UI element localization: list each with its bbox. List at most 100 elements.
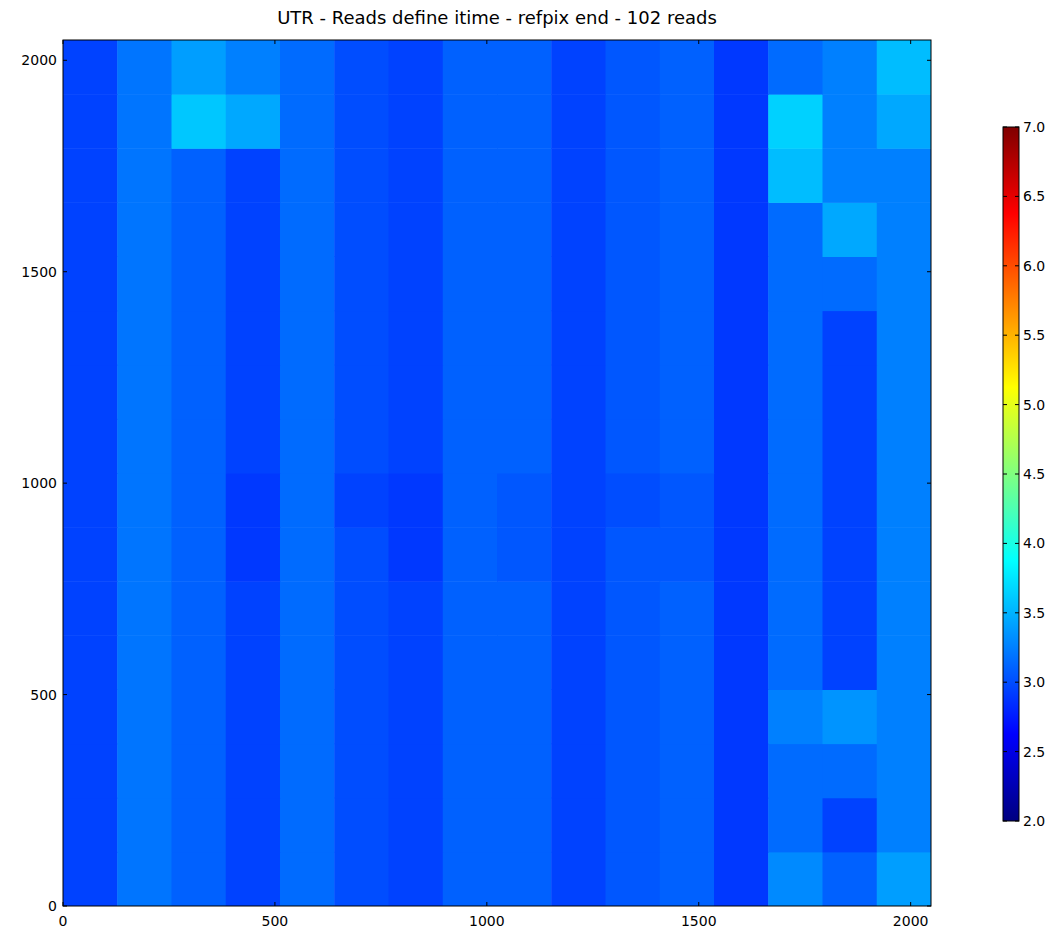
cell — [551, 690, 606, 745]
cell — [334, 527, 389, 582]
cell — [823, 635, 878, 690]
cell — [117, 527, 172, 582]
cell — [117, 744, 172, 799]
cell — [660, 311, 715, 366]
cell — [877, 257, 931, 312]
cell — [714, 527, 769, 582]
colorbar-tick-label: 5.5 — [1023, 327, 1045, 343]
cell — [768, 365, 823, 420]
cell — [443, 311, 498, 366]
cell — [714, 94, 769, 149]
colorbar-tick-label: 7.0 — [1023, 119, 1045, 135]
cell — [443, 365, 498, 420]
cell — [389, 635, 444, 690]
cell — [389, 365, 444, 420]
colorbar-tick — [1015, 474, 1019, 475]
cell — [877, 527, 931, 582]
cell — [768, 744, 823, 799]
y-tick — [927, 483, 931, 484]
cell — [389, 202, 444, 257]
cell — [443, 40, 498, 95]
cell — [63, 94, 118, 149]
cell — [172, 690, 227, 745]
cell — [768, 94, 823, 149]
cell — [389, 744, 444, 799]
cell — [497, 94, 552, 149]
x-tick — [486, 902, 487, 906]
y-tick — [927, 694, 931, 695]
cell — [334, 148, 389, 203]
cell — [172, 311, 227, 366]
cell — [768, 148, 823, 203]
cell — [443, 473, 498, 528]
cell — [280, 798, 335, 853]
cell — [443, 798, 498, 853]
cell — [226, 202, 281, 257]
colorbar-tick-label: 3.0 — [1023, 674, 1045, 690]
colorbar-tick — [1003, 543, 1007, 544]
y-tick — [63, 906, 67, 907]
cell — [226, 581, 281, 636]
cell — [823, 257, 878, 312]
cell — [280, 852, 335, 906]
chart: UTR - Reads define itime - refpix end - … — [0, 0, 1063, 935]
cell — [226, 311, 281, 366]
cell — [768, 311, 823, 366]
y-tick — [927, 271, 931, 272]
cell — [280, 635, 335, 690]
cell — [172, 852, 227, 906]
cell — [443, 527, 498, 582]
colorbar-tick — [1015, 821, 1019, 822]
x-tick — [910, 902, 911, 906]
colorbar-tick — [1015, 543, 1019, 544]
cell — [551, 798, 606, 853]
cell — [551, 419, 606, 474]
cell — [443, 257, 498, 312]
colorbar-tick — [1003, 682, 1007, 683]
cell — [606, 94, 661, 149]
cell — [606, 798, 661, 853]
cell — [606, 527, 661, 582]
colorbar-tick — [1003, 196, 1007, 197]
colorbar-tick-label: 6.5 — [1023, 188, 1045, 204]
cell — [63, 852, 118, 906]
cell — [443, 852, 498, 906]
cell — [497, 852, 552, 906]
cell — [823, 690, 878, 745]
cell — [714, 798, 769, 853]
cell — [63, 202, 118, 257]
cell — [63, 148, 118, 203]
cell — [823, 473, 878, 528]
cell — [497, 419, 552, 474]
y-tick-label: 500 — [30, 687, 57, 703]
cell — [226, 527, 281, 582]
cells — [63, 40, 931, 906]
cell — [714, 40, 769, 95]
colorbar-tick — [1003, 751, 1007, 752]
title: UTR - Reads define itime - refpix end - … — [277, 7, 717, 28]
cell — [172, 148, 227, 203]
cell — [823, 94, 878, 149]
cell — [714, 473, 769, 528]
cell — [334, 365, 389, 420]
cell — [551, 635, 606, 690]
colorbar-tick — [1003, 265, 1007, 266]
cell — [334, 690, 389, 745]
cell — [443, 581, 498, 636]
cell — [226, 148, 281, 203]
cell — [117, 365, 172, 420]
cell — [660, 473, 715, 528]
cell — [497, 473, 552, 528]
cell — [443, 94, 498, 149]
cell — [280, 40, 335, 95]
cell — [714, 690, 769, 745]
colorbar-tick — [1003, 404, 1007, 405]
cell — [606, 257, 661, 312]
cell — [117, 202, 172, 257]
cell — [497, 744, 552, 799]
y-tick-label: 0 — [48, 898, 57, 914]
colorbar-tick-label: 4.0 — [1023, 535, 1045, 551]
cell — [714, 311, 769, 366]
cell — [768, 852, 823, 906]
y-tick — [63, 60, 67, 61]
